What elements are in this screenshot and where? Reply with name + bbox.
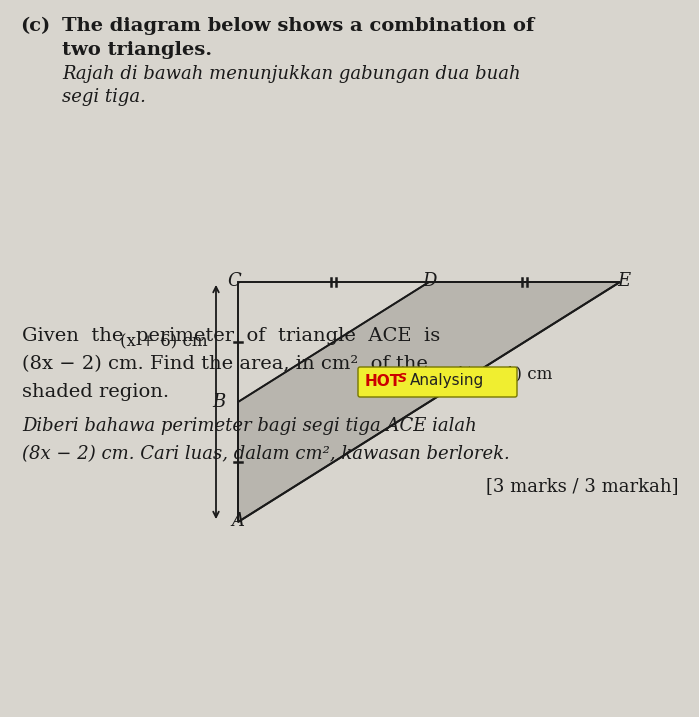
Text: S: S	[398, 373, 407, 386]
Text: E: E	[617, 272, 630, 290]
Text: (x + 6) cm: (x + 6) cm	[120, 333, 208, 351]
Text: [3 marks / 3 markah]: [3 marks / 3 markah]	[486, 477, 678, 495]
Text: Diberi bahawa perimeter bagi segi tiga ACE ialah: Diberi bahawa perimeter bagi segi tiga A…	[22, 417, 477, 435]
Text: Given  the  perimeter  of  triangle  ACE  is: Given the perimeter of triangle ACE is	[22, 327, 440, 345]
Text: segi tiga.: segi tiga.	[62, 88, 146, 106]
Text: A: A	[231, 512, 245, 530]
Text: Rajah di bawah menunjukkan gabungan dua buah: Rajah di bawah menunjukkan gabungan dua …	[62, 65, 521, 83]
Text: (8x − 2) cm. Find the area, in cm², of the: (8x − 2) cm. Find the area, in cm², of t…	[22, 355, 428, 373]
Text: C: C	[227, 272, 241, 290]
Text: B: B	[212, 393, 226, 411]
Text: (c): (c)	[20, 17, 50, 35]
Text: two triangles.: two triangles.	[62, 41, 212, 59]
Text: The diagram below shows a combination of: The diagram below shows a combination of	[62, 17, 534, 35]
Text: 4(x − 1) cm: 4(x − 1) cm	[454, 365, 552, 382]
Text: D: D	[421, 272, 436, 290]
Polygon shape	[238, 282, 620, 522]
Text: (8x − 2) cm. Cari luas, dalam cm², kawasan berlorek.: (8x − 2) cm. Cari luas, dalam cm², kawas…	[22, 445, 510, 463]
FancyBboxPatch shape	[358, 367, 517, 397]
Text: shaded region.: shaded region.	[22, 383, 169, 401]
Text: Analysing: Analysing	[410, 374, 484, 389]
Text: HOT: HOT	[365, 374, 401, 389]
